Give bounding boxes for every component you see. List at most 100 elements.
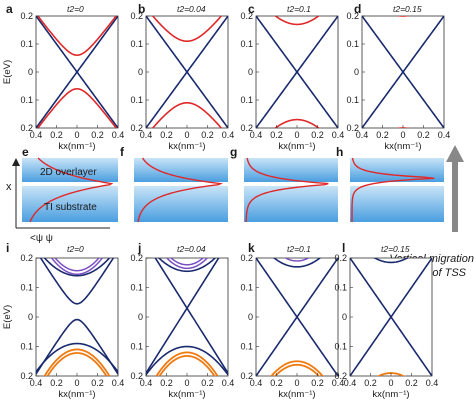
panel-f: f <box>120 145 228 223</box>
panel-a: a t2=00.20.100.10.20.4 0.2 0 0.2 0.4kx(nm⁻¹) <box>6 2 124 152</box>
y-tick-label: 0 <box>248 67 253 77</box>
panel-letter: d <box>354 2 361 16</box>
t2-label: t2=0.1 <box>287 4 311 14</box>
y-tick-label: 0.1 <box>240 39 253 49</box>
y-tick-label: 0.1 <box>346 39 359 49</box>
x-tick-label: 0 <box>74 130 79 140</box>
x-tick-label: 0.4 <box>112 378 125 388</box>
overlayer-label: 2D overlayer <box>40 167 97 178</box>
y-tick-label: 0.2 <box>20 123 33 133</box>
y-tick-label: 0.2 <box>240 123 253 133</box>
panel-i: i t2=00.20.100.10.20.4 0.2 0 0.2 0.4kx(nm⁻¹) <box>6 241 125 400</box>
t2-label: t2=0.04 <box>177 4 206 14</box>
x-tick-label: 0.4 <box>30 130 43 140</box>
x-tick-label: 0.2 <box>91 130 104 140</box>
x-axis-label: kx(nm⁻¹) <box>168 389 205 400</box>
x-tick-label: 0.2 <box>376 130 389 140</box>
orange-band <box>270 360 324 376</box>
y-tick-label: 0.2 <box>240 11 253 21</box>
x-tick-label: 0.4 <box>332 130 345 140</box>
x-tick-label: 0 <box>184 130 189 140</box>
panel-letter: i <box>6 241 9 255</box>
dirac-band <box>256 16 338 128</box>
migration-label-2: of TSS <box>432 267 466 279</box>
x-tick-label: 0.4 <box>112 130 125 140</box>
y-tick-label: 0.1 <box>130 39 143 49</box>
x-tick-label: 0.2 <box>311 130 324 140</box>
panel-letter: g <box>230 145 237 159</box>
t2-label: t2=0.04 <box>177 244 206 254</box>
panel-letter: b <box>138 2 145 16</box>
panel-l: l t2=0.150.20.100.10.20.4 0.2 0 0.2 0.4kx(nm⁻… <box>334 241 439 400</box>
y-tick-label: 0.1 <box>20 95 33 105</box>
x-tick-label: 0.2 <box>364 378 377 388</box>
x-tick-label: 0.4 <box>438 130 451 140</box>
y-tick-label: 0.2 <box>130 371 143 381</box>
x-tick-label: 0.4 <box>140 378 153 388</box>
y-tick-label: 0 <box>248 312 253 322</box>
x-tick-label: 0.2 <box>91 378 104 388</box>
substrate-label: TI substrate <box>44 202 97 213</box>
panel-h: h <box>336 145 444 222</box>
substrate-block <box>22 186 118 222</box>
panel-e: e <box>22 145 118 223</box>
x-tick-label: 0.4 <box>250 378 263 388</box>
t2-label: t2=0.15 <box>381 244 410 254</box>
y-tick-label: 0.1 <box>334 342 347 352</box>
dirac-band <box>43 258 111 277</box>
panel-letter: h <box>336 145 343 159</box>
substrate-block <box>350 186 444 222</box>
panel-d: d t2=0.150.20.100.10.20.4 0.2 0 0.2 0.4kx(nm⁻… <box>346 2 451 152</box>
orange-band <box>43 348 111 376</box>
x-axis-label: kx(nm⁻¹) <box>384 141 421 152</box>
x-tick-label: 0 <box>294 378 299 388</box>
x-axis-label: kx(nm⁻¹) <box>58 141 95 152</box>
y-tick-label: 0.2 <box>346 123 359 133</box>
gapped-band-lower <box>151 101 223 128</box>
panel-k: k t2=0.10.20.100.10.20.4 0.2 0 0.2 0.4kx(nm⁻¹… <box>240 241 345 400</box>
y-tick-label: 0.1 <box>240 283 253 293</box>
migration-arrow-head-icon <box>446 145 464 162</box>
dirac-band <box>36 16 118 128</box>
panel-letter: c <box>248 2 255 16</box>
overlayer-block <box>244 158 338 182</box>
t2-label: t2=0.15 <box>393 4 422 14</box>
substrate-block <box>244 186 338 222</box>
purple-band <box>165 258 209 270</box>
y-tick-label: 0.1 <box>20 283 33 293</box>
y-tick-label: 0.2 <box>240 371 253 381</box>
panel-letter: f <box>120 145 125 159</box>
x-tick-label: 0.2 <box>270 378 283 388</box>
x-tick-label: 0 <box>184 378 189 388</box>
panel-c: c t2=0.10.20.100.10.20.4 0.2 0 0.2 0.4kx(nm⁻¹… <box>240 2 345 152</box>
x-tick-label: 0.2 <box>50 130 63 140</box>
x-tick-label: 0 <box>74 378 79 388</box>
x-axis-label: kx(nm⁻¹) <box>372 389 409 400</box>
wavefunction-curve <box>351 157 435 222</box>
panel-b: b t2=0.040.20.100.10.20.4 0.2 0 0.2 0.4kx(nm⁻… <box>130 2 234 152</box>
y-tick-label: 0.2 <box>130 11 143 21</box>
dirac-band <box>146 306 228 374</box>
panel-letter: l <box>342 241 345 255</box>
gapped-band-upper <box>274 16 320 26</box>
x-tick-label: 0.4 <box>332 378 345 388</box>
x-tick-label: 0.4 <box>222 130 235 140</box>
y-axis-label: E(eV) <box>2 60 13 84</box>
panel-letter: j <box>137 241 141 255</box>
y-axis-label: E(eV) <box>2 305 13 329</box>
purple-band <box>50 258 104 275</box>
dirac-band <box>256 258 338 376</box>
wavefunction-curve <box>29 157 114 223</box>
x-tick-label: 0.4 <box>344 378 357 388</box>
x-tick-label: 0.4 <box>356 130 369 140</box>
x-axis-letter: x <box>6 181 12 193</box>
panel-letter: e <box>22 145 29 159</box>
x-tick-label: 0.4 <box>426 378 439 388</box>
purple-band <box>54 258 100 272</box>
y-tick-label: 0.2 <box>346 11 359 21</box>
x-tick-label: 0.2 <box>405 378 418 388</box>
panel-letter: a <box>6 2 13 16</box>
y-tick-label: 0 <box>342 312 347 322</box>
orange-band <box>273 363 321 376</box>
